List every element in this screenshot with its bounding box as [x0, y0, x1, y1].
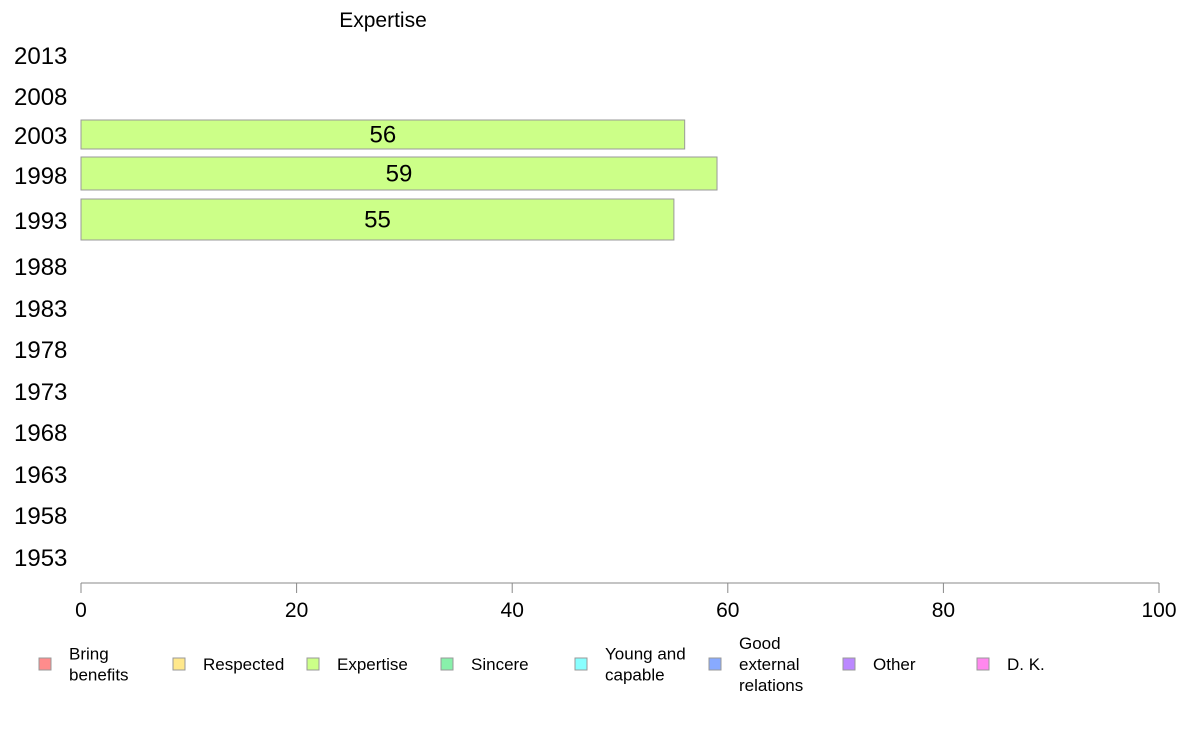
y-label-2013: 2013: [14, 43, 67, 70]
y-label-1993: 1993: [14, 208, 67, 235]
legend-label-5: relations: [739, 676, 803, 695]
bar-2003: [80, 119, 686, 150]
legend: Bring benefits Respected Expertise Sincere Yo…: [38, 634, 1045, 695]
x-axis: 0 20 40 60 80 100: [75, 582, 1177, 622]
y-label-1983: 1983: [14, 296, 67, 323]
bar-1993: [80, 198, 675, 241]
y-label-2008: 2008: [14, 84, 67, 111]
legend-label-0: Bring: [69, 645, 109, 664]
x-tick-label-80: 80: [932, 599, 955, 622]
y-label-1988: 1988: [14, 254, 67, 281]
legend-swatch-3: [440, 657, 454, 671]
y-label-1953: 1953: [14, 545, 67, 572]
x-tick-label-60: 60: [716, 599, 739, 622]
y-axis-labels: 2013 2008 2003 1998 1993 1988 1983 1978 1973 1968…: [14, 43, 67, 572]
legend-label-4: Young and: [605, 645, 686, 664]
value-label-1993: 55: [364, 207, 391, 234]
legend-label-0: benefits: [69, 666, 129, 685]
legend-swatch-4: [574, 657, 588, 671]
x-tick-label-0: 0: [75, 599, 87, 622]
legend-swatch-1: [172, 657, 186, 671]
legend-swatch-5: [708, 657, 722, 671]
bars: 56 59 55: [80, 119, 718, 241]
legend-swatch-0: [38, 657, 52, 671]
legend-label-3: Sincere: [471, 655, 529, 674]
value-label-1998: 59: [386, 161, 413, 188]
chart-title: Expertise: [339, 9, 427, 32]
legend-label-1: Respected: [203, 655, 284, 674]
legend-label-5: Good: [739, 634, 781, 653]
y-label-1998: 1998: [14, 163, 67, 190]
legend-label-5: external: [739, 655, 799, 674]
value-label-2003: 56: [369, 122, 396, 149]
y-label-1968: 1968: [14, 420, 67, 447]
y-label-1973: 1973: [14, 379, 67, 406]
legend-label-2: Expertise: [337, 655, 408, 674]
x-tick-label-100: 100: [1141, 599, 1176, 622]
y-label-1963: 1963: [14, 462, 67, 489]
legend-swatch-2: [306, 657, 320, 671]
x-tick-label-20: 20: [285, 599, 308, 622]
x-tick-label-40: 40: [501, 599, 524, 622]
legend-label-4: capable: [605, 666, 665, 685]
legend-label-6: Other: [873, 655, 916, 674]
legend-swatch-6: [842, 657, 856, 671]
y-label-1978: 1978: [14, 337, 67, 364]
bar-1998: [80, 156, 718, 191]
y-label-1958: 1958: [14, 503, 67, 530]
legend-label-7: D. K.: [1007, 655, 1045, 674]
legend-swatch-7: [976, 657, 990, 671]
y-label-2003: 2003: [14, 123, 67, 150]
